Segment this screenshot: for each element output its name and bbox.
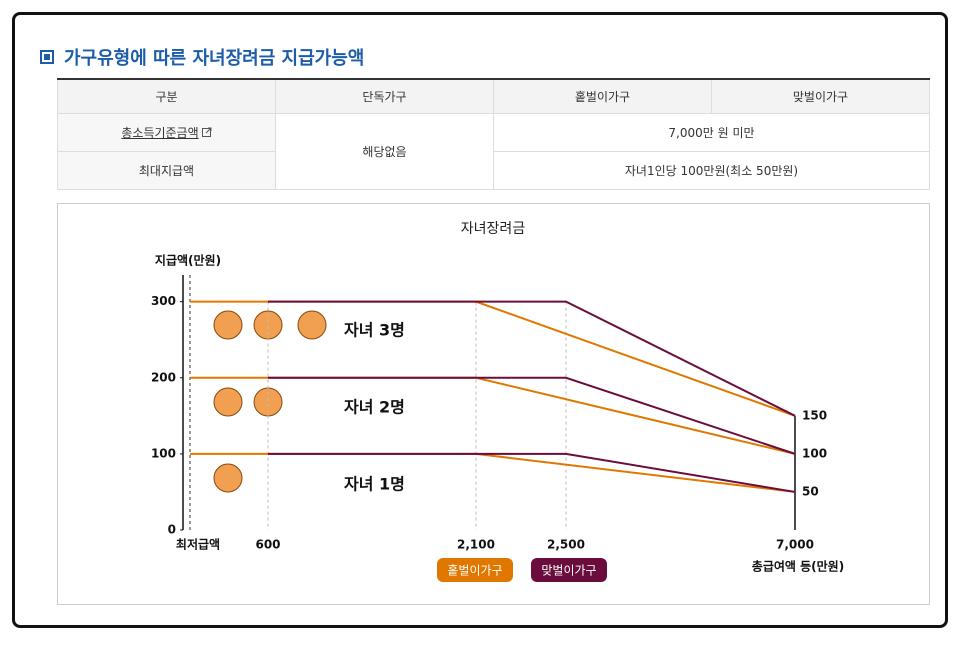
- x-tick-label: 7,000: [776, 538, 814, 552]
- column-header: 단독가구: [275, 78, 494, 114]
- line: [268, 300, 796, 417]
- y-axis-label: 지급액(만원): [155, 253, 221, 268]
- section-title: 가구유형에 따른 자녀장려금 지급가능액: [40, 44, 364, 70]
- row-label: 총소득기준금액: [57, 113, 276, 152]
- legend-label: 홑벌이가구: [447, 564, 502, 578]
- x-axis-label: 총급여액 등(만원): [752, 559, 844, 574]
- column-header: 홑벌이가구: [493, 78, 712, 114]
- annotation: 자녀 3명: [344, 321, 405, 340]
- table: 구분 단독가구 홑벌이가구 맞벌이가구 총소득기준금액 해당없음 7,000만 …: [57, 78, 930, 190]
- chart-box: [57, 203, 930, 605]
- annotation: 자녀 2명: [344, 398, 405, 417]
- end-label: 150: [802, 408, 827, 422]
- line: [268, 376, 796, 455]
- title-icon: [40, 50, 54, 64]
- x-tick-label: 600: [255, 538, 280, 552]
- chart-title: 자녀장려금: [461, 221, 526, 237]
- face-icon: [213, 387, 243, 417]
- annotation: 자녀 1명: [344, 475, 405, 494]
- header-row: 구분 단독가구 홑벌이가구 맞벌이가구: [57, 78, 930, 114]
- y-tick-label: 100: [151, 446, 176, 460]
- legend-label: 맞벌이가구: [541, 564, 596, 578]
- x-tick-label: 2,100: [457, 538, 495, 552]
- legend-swatch: [437, 558, 513, 582]
- face-icon: [213, 463, 243, 493]
- frame: [12, 12, 948, 628]
- cell: 자녀1인당 100만원(최소 50만원): [493, 151, 930, 190]
- y-tick-label: 300: [151, 294, 176, 308]
- y-tick-label: 200: [151, 370, 176, 384]
- face-icon: [297, 310, 327, 340]
- legend-swatch: [531, 558, 607, 582]
- cell: 해당없음: [275, 113, 494, 190]
- faces: [213, 310, 327, 493]
- external-icon: [201, 127, 212, 137]
- line: [190, 376, 796, 455]
- line: [190, 452, 796, 493]
- y-tick-label: 0: [168, 523, 176, 537]
- x-tick-label: 최저급액: [176, 537, 220, 552]
- line: [268, 452, 796, 493]
- title-text: 가구유형에 따른 자녀장려금 지급가능액: [64, 48, 365, 69]
- column-header: 구분: [57, 78, 276, 114]
- end-label: 50: [802, 484, 819, 498]
- link[interactable]: 총소득기준금액: [121, 126, 199, 140]
- column-header: 맞벌이가구: [711, 78, 930, 114]
- row: 총소득기준금액 해당없음 7,000만 원 미만: [57, 113, 930, 190]
- end-label: 100: [802, 446, 827, 460]
- row: 최대지급액 자녀1인당 100만원(최소 50만원): [57, 151, 930, 190]
- x-tick-label: 2,500: [547, 538, 585, 552]
- face-icon: [213, 310, 243, 340]
- row-label: 최대지급액: [57, 151, 276, 190]
